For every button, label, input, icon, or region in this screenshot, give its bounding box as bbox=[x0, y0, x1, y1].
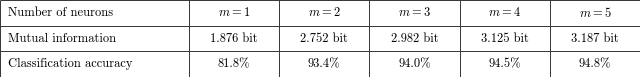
Text: 81.8%: 81.8% bbox=[218, 58, 250, 70]
Text: $m = 2$: $m = 2$ bbox=[308, 6, 340, 19]
Text: $m = 4$: $m = 4$ bbox=[488, 6, 521, 19]
Text: 2.982 bit: 2.982 bit bbox=[390, 32, 438, 45]
Text: 93.4%: 93.4% bbox=[308, 58, 340, 70]
Text: 3.125 bit: 3.125 bit bbox=[481, 32, 529, 45]
Text: Number of neurons: Number of neurons bbox=[8, 7, 113, 19]
Text: Mutual information: Mutual information bbox=[8, 32, 116, 45]
Text: $m = 3$: $m = 3$ bbox=[398, 6, 431, 19]
Text: 3.187 bit: 3.187 bit bbox=[571, 32, 619, 45]
Text: $m = 1$: $m = 1$ bbox=[218, 6, 250, 19]
Text: $m = 5$: $m = 5$ bbox=[579, 6, 611, 20]
Text: Classification accuracy: Classification accuracy bbox=[8, 58, 133, 70]
Text: 2.752 bit: 2.752 bit bbox=[300, 32, 348, 45]
Text: 1.876 bit: 1.876 bit bbox=[210, 32, 258, 45]
Text: 94.8%: 94.8% bbox=[579, 58, 611, 70]
Text: 94.0%: 94.0% bbox=[398, 58, 431, 70]
Text: 94.5%: 94.5% bbox=[488, 58, 521, 70]
